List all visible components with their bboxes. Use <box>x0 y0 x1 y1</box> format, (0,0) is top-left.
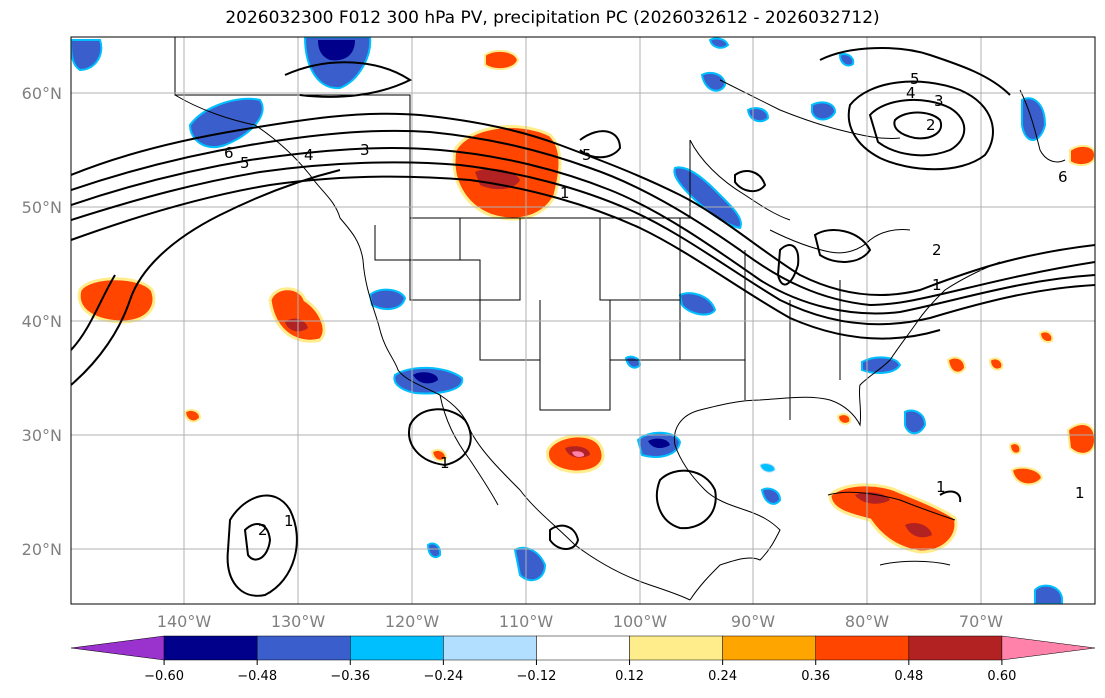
colorbar: −0.60 −0.48 −0.36 −0.24 −0.12 0.12 0.24 0.36 0.4… <box>70 635 1096 684</box>
colorbar-segment <box>536 635 630 661</box>
lon-label: 100°W <box>613 612 668 631</box>
colorbar-segment <box>163 635 258 661</box>
lon-label: 110°W <box>499 612 554 631</box>
lon-label: 90°W <box>731 612 775 631</box>
longitude-labels: 140°W 130°W 120°W 110°W 100°W 90°W 80°W … <box>157 612 1003 631</box>
colorbar-segment <box>1001 635 1096 661</box>
lon-label: 130°W <box>271 612 326 631</box>
contour-label: 1 <box>440 454 450 472</box>
graticule <box>71 37 1095 604</box>
contour-label: 5 <box>240 154 250 172</box>
contour-labels: 6 5 4 3 5 1 5 4 3 2 6 2 1 1 2 1 1 1 <box>224 70 1085 539</box>
contour-label: 4 <box>906 84 916 102</box>
lon-label: 70°W <box>959 612 1003 631</box>
contour-label: 2 <box>926 116 936 134</box>
map-title: 2026032300 F012 300 hPa PV, precipitatio… <box>225 8 880 28</box>
map-frame <box>70 36 1096 605</box>
lat-label: 30°N <box>22 426 62 445</box>
contour-label: 4 <box>304 146 314 164</box>
contour-label: 5 <box>582 146 592 164</box>
colorbar-segment <box>815 635 910 661</box>
colorbar-segment <box>722 635 816 661</box>
contour-label: 3 <box>360 141 370 159</box>
colorbar-tick-label: −0.60 <box>144 669 184 684</box>
colorbar-tick-label: 0.24 <box>708 669 737 684</box>
contour-label: 6 <box>1058 168 1068 186</box>
lat-label: 20°N <box>22 540 62 559</box>
lat-label: 60°N <box>22 84 62 103</box>
colorbar-tick-label: −0.24 <box>423 669 463 684</box>
colorbar-tick-label: 0.36 <box>801 669 830 684</box>
colorbar-segment <box>70 635 165 661</box>
colorbar-tick-label: −0.12 <box>517 669 557 684</box>
lon-label: 140°W <box>157 612 212 631</box>
colorbar-segment <box>443 635 537 661</box>
pv-contours <box>71 47 1095 597</box>
colorbar-segment <box>256 635 351 661</box>
coastlines <box>174 37 1066 601</box>
colorbar-tick-label: 0.12 <box>615 669 644 684</box>
colorbar-tick-label: −0.36 <box>330 669 370 684</box>
contour-label: 1 <box>284 512 294 530</box>
colorbar-segment <box>629 635 723 661</box>
contour-label: 6 <box>224 144 234 162</box>
contour-label: 5 <box>910 70 920 88</box>
colorbar-segment <box>350 635 444 661</box>
map-layers: 6 5 4 3 5 1 5 4 3 2 6 2 1 1 2 1 1 1 <box>71 37 1095 604</box>
contour-label: 1 <box>936 478 946 496</box>
lon-label: 80°W <box>845 612 889 631</box>
lon-label: 120°W <box>385 612 440 631</box>
contour-label: 3 <box>934 92 944 110</box>
lat-label: 50°N <box>22 198 62 217</box>
contour-label: 1 <box>1075 484 1085 502</box>
colorbar-segment <box>908 635 1003 661</box>
colorbar-tick-label: 0.60 <box>987 669 1016 684</box>
contour-label: 2 <box>258 521 268 539</box>
colorbar-tick-label: −0.48 <box>237 669 277 684</box>
colorbar-tick-label: 0.48 <box>894 669 923 684</box>
contour-label: 1 <box>560 184 570 202</box>
latitude-labels: 60°N 50°N 40°N 30°N 20°N <box>22 84 62 559</box>
contour-label: 2 <box>932 241 942 259</box>
lat-label: 40°N <box>22 312 62 331</box>
contour-label: 1 <box>932 276 942 294</box>
